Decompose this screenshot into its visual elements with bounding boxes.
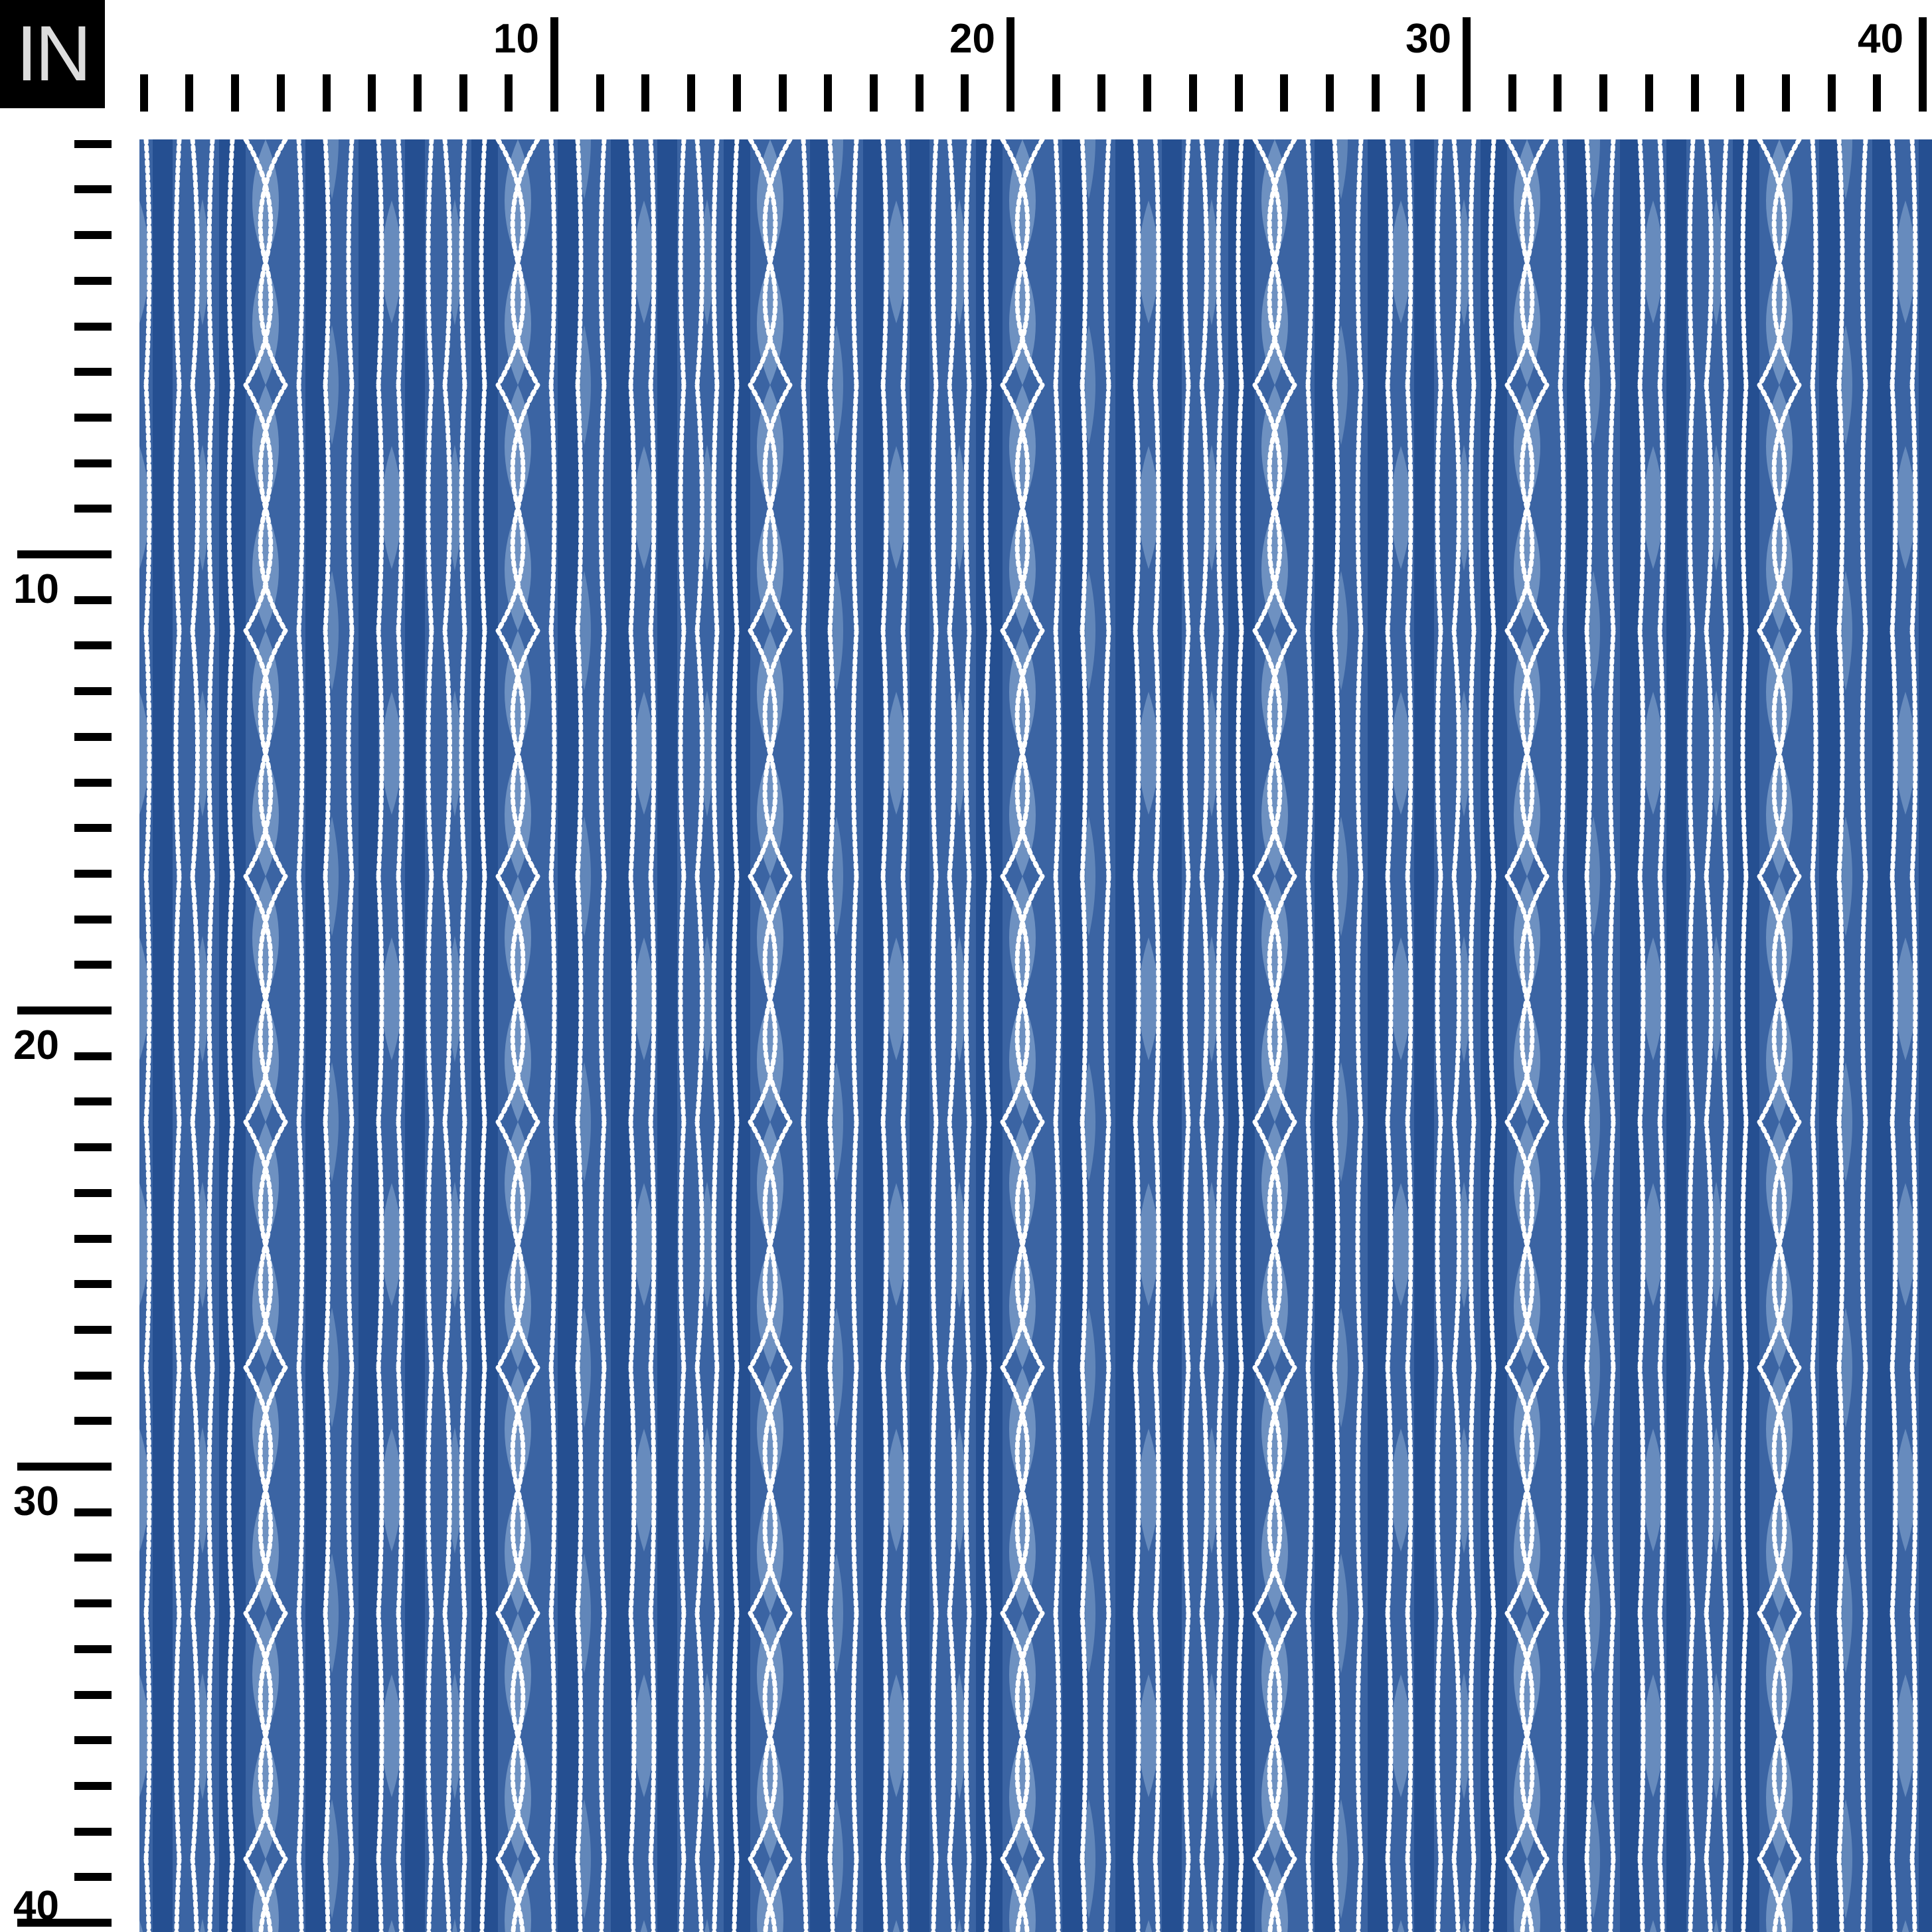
major-tick: [550, 17, 558, 112]
minor-tick: [596, 74, 604, 112]
minor-tick: [74, 596, 112, 604]
major-tick: [17, 1919, 112, 1927]
minor-tick: [74, 1690, 112, 1699]
minor-tick: [1554, 74, 1562, 112]
minor-tick: [1052, 74, 1060, 112]
minor-tick: [1781, 74, 1790, 112]
minor-tick: [74, 641, 112, 650]
minor-tick: [1097, 74, 1106, 112]
minor-tick: [139, 74, 148, 112]
minor-tick: [74, 915, 112, 924]
minor-tick: [322, 74, 331, 112]
minor-tick: [74, 1143, 112, 1152]
minor-tick: [74, 459, 112, 467]
major-tick: [1463, 17, 1471, 112]
minor-tick: [1736, 74, 1745, 112]
major-tick: [17, 550, 112, 558]
minor-tick: [1827, 74, 1836, 112]
minor-tick: [231, 74, 240, 112]
minor-tick: [74, 505, 112, 513]
major-tick: [1006, 17, 1014, 112]
minor-tick: [505, 74, 513, 112]
minor-tick: [1417, 74, 1425, 112]
minor-tick: [74, 1554, 112, 1562]
minor-tick: [74, 1508, 112, 1516]
minor-tick: [185, 74, 194, 112]
minor-tick: [732, 74, 741, 112]
minor-tick: [276, 74, 285, 112]
minor-tick: [1645, 74, 1653, 112]
minor-tick: [74, 1325, 112, 1334]
minor-tick: [74, 1371, 112, 1380]
minor-tick: [74, 368, 112, 376]
minor-tick: [368, 74, 376, 112]
minor-tick: [74, 1873, 112, 1882]
minor-tick: [1143, 74, 1152, 112]
fabric-pattern: [139, 139, 1932, 1932]
left-ruler-label: 30: [13, 1479, 59, 1524]
minor-tick: [74, 1417, 112, 1425]
minor-tick: [824, 74, 833, 112]
minor-tick: [459, 74, 467, 112]
minor-tick: [1873, 74, 1882, 112]
minor-tick: [1371, 74, 1380, 112]
minor-tick: [869, 74, 878, 112]
top-ruler-label: 40: [1858, 16, 1903, 62]
minor-tick: [74, 961, 112, 969]
minor-tick: [74, 139, 112, 148]
minor-tick: [74, 1599, 112, 1608]
top-ruler-label: 30: [1406, 16, 1451, 62]
minor-tick: [74, 1781, 112, 1790]
minor-tick: [74, 1097, 112, 1106]
minor-tick: [74, 1234, 112, 1243]
minor-tick: [687, 74, 696, 112]
unit-badge: IN: [0, 0, 105, 108]
minor-tick: [74, 1736, 112, 1745]
minor-tick: [1690, 74, 1699, 112]
minor-tick: [74, 687, 112, 696]
minor-tick: [74, 732, 112, 741]
minor-tick: [1280, 74, 1289, 112]
minor-tick: [1234, 74, 1243, 112]
major-tick: [17, 1006, 112, 1014]
top-ruler-label: 20: [949, 16, 995, 62]
major-tick: [17, 1463, 112, 1471]
minor-tick: [74, 1645, 112, 1653]
minor-tick: [1599, 74, 1608, 112]
minor-tick: [74, 276, 112, 285]
minor-tick: [1325, 74, 1334, 112]
left-ruler-label: 40: [13, 1883, 59, 1929]
minor-tick: [74, 869, 112, 878]
minor-tick: [74, 185, 112, 194]
fabric-swatch: [139, 139, 1932, 1932]
minor-tick: [915, 74, 924, 112]
left-ruler-label: 20: [13, 1022, 59, 1068]
minor-tick: [74, 1827, 112, 1836]
top-ruler-label: 10: [493, 16, 539, 62]
major-tick: [1919, 17, 1927, 112]
minor-tick: [74, 231, 112, 240]
minor-tick: [641, 74, 650, 112]
minor-tick: [74, 824, 112, 833]
minor-tick: [413, 74, 422, 112]
minor-tick: [74, 1188, 112, 1197]
minor-tick: [74, 1052, 112, 1060]
minor-tick: [74, 322, 112, 331]
minor-tick: [1508, 74, 1516, 112]
left-ruler-label: 10: [13, 566, 59, 612]
minor-tick: [778, 74, 787, 112]
minor-tick: [74, 413, 112, 422]
minor-tick: [1188, 74, 1197, 112]
minor-tick: [74, 1280, 112, 1289]
minor-tick: [74, 778, 112, 787]
minor-tick: [961, 74, 969, 112]
